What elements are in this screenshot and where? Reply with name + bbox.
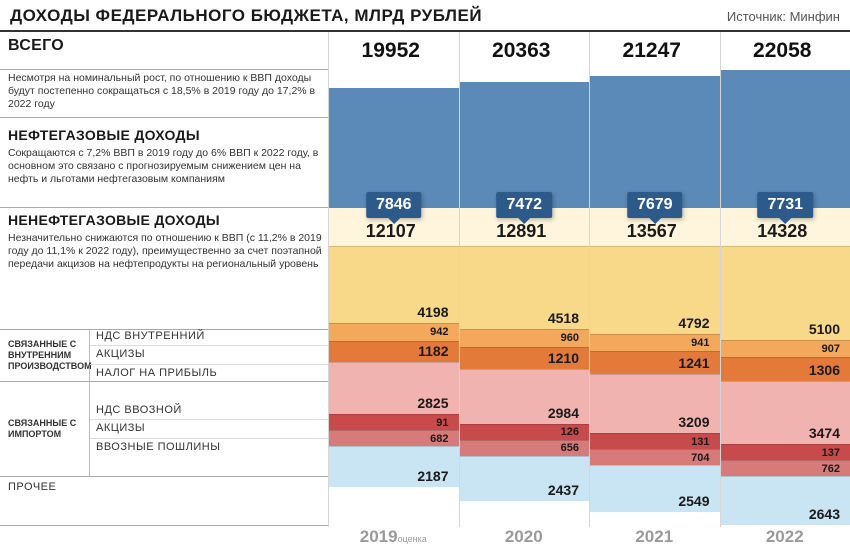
desc-nonoil-h: НЕНЕФТЕГАЗОВЫЕ ДОХОДЫ xyxy=(8,212,322,230)
chart-title: ДОХОДЫ ФЕДЕРАЛЬНОГО БЮДЖЕТА, МЛРД РУБЛЕЙ xyxy=(10,6,482,26)
nonoil-2020: 128917472 xyxy=(460,208,590,246)
total-2021: 21247 xyxy=(590,32,720,70)
year-col-2020: 20363 1289174724518960121029841266562437 xyxy=(459,32,590,527)
oilgas-band-2019 xyxy=(329,88,459,208)
oilgas-badge-2019: 7846 xyxy=(366,192,422,218)
seg-excise_import-2022: 137 xyxy=(721,444,850,460)
seg-nds_import-2020: 2984 xyxy=(460,369,590,424)
total-2019: 19952 xyxy=(329,32,459,70)
main-area: ВСЕГО Несмотря на номинальный рост, по от… xyxy=(0,32,850,527)
oilgas-band-2020 xyxy=(460,82,590,208)
legend-import: СВЯЗАННЫЕ С ИМПОРТОМНДС ВВОЗНОЙАКЦИЗЫВВО… xyxy=(0,382,328,478)
year-col-2019: 19952 121077846419894211822825916822187 xyxy=(328,32,459,527)
oilgas-band-2021 xyxy=(590,76,720,208)
legend-production-label: СВЯЗАННЫЕ С ВНУТРЕННИМ ПРОИЗВОДСТВОМ xyxy=(0,330,90,381)
seg-excise_import-2020: 126 xyxy=(460,424,590,440)
legend-import-item-0: НДС ВВОЗНОЙ xyxy=(90,402,328,421)
desc-total: ВСЕГО xyxy=(0,32,328,70)
seg-import_duties-2020: 656 xyxy=(460,440,590,456)
header: ДОХОДЫ ФЕДЕРАЛЬНОГО БЮДЖЕТА, МЛРД РУБЛЕЙ… xyxy=(0,0,850,32)
oilgas-badge-2020: 7472 xyxy=(496,192,552,218)
seg-profit_tax-2020: 1210 xyxy=(460,347,590,369)
seg-excise_import-2021: 131 xyxy=(590,433,720,449)
seg-profit_tax-2021: 1241 xyxy=(590,351,720,374)
desc-oilgas: Несмотря на номинальный рост, по отношен… xyxy=(0,70,328,208)
seg-excise_internal-2019: 942 xyxy=(329,323,459,340)
stacked-chart: 1995212107784641989421182282591682218720… xyxy=(328,32,850,527)
seg-nds_internal-2020: 4518 xyxy=(460,246,590,329)
nonoil-2019: 121077846 xyxy=(329,208,459,246)
nonoil-2022: 143287731 xyxy=(721,208,850,246)
seg-other-2021: 2549 xyxy=(590,465,720,512)
year-label-2019: 2019оценка xyxy=(328,527,459,551)
legend-production-item-2: НАЛОГ НА ПРИБЫЛЬ xyxy=(90,365,328,383)
desc-nonoil: НЕНЕФТЕГАЗОВЫЕ ДОХОДЫ Незначительно сниж… xyxy=(0,208,328,330)
legend-other: ПРОЧЕЕ xyxy=(0,477,328,526)
year-label-2021: 2021 xyxy=(589,527,720,551)
seg-import_duties-2021: 704 xyxy=(590,449,720,465)
legend-production: СВЯЗАННЫЕ С ВНУТРЕННИМ ПРОИЗВОДСТВОМНДС … xyxy=(0,330,328,382)
seg-nds_import-2022: 3474 xyxy=(721,381,850,445)
seg-excise_internal-2021: 941 xyxy=(590,334,720,351)
seg-profit_tax-2022: 1306 xyxy=(721,357,850,381)
year-axis: 2019оценка202020212022 xyxy=(328,527,850,551)
seg-import_duties-2022: 762 xyxy=(721,460,850,476)
legend-import-item-2: ВВОЗНЫЕ ПОШЛИНЫ xyxy=(90,439,328,457)
seg-excise_internal-2022: 907 xyxy=(721,340,850,357)
year-col-2021: 21247 1356776794792941124132091317042549 xyxy=(589,32,720,527)
oilgas-badge-2021: 7679 xyxy=(627,192,683,218)
seg-nds_internal-2019: 4198 xyxy=(329,246,459,323)
seg-other-2019: 2187 xyxy=(329,446,459,486)
seg-nds_import-2021: 3209 xyxy=(590,374,720,433)
year-label-2020: 2020 xyxy=(459,527,590,551)
chart-source: Источник: Минфин xyxy=(727,9,840,24)
left-panel: ВСЕГО Несмотря на номинальный рост, по от… xyxy=(0,32,328,527)
nonoil-2021: 135677679 xyxy=(590,208,720,246)
seg-nds_import-2019: 2825 xyxy=(329,362,459,414)
seg-profit_tax-2019: 1182 xyxy=(329,341,459,363)
desc-oilgas-h: НЕФТЕГАЗОВЫЕ ДОХОДЫ xyxy=(8,127,322,145)
legend-production-item-0: НДС ВНУТРЕННИЙ xyxy=(90,328,328,347)
year-label-2022: 2022 xyxy=(720,527,850,551)
oilgas-band-2022 xyxy=(721,70,850,208)
year-col-2022: 22058 1432877315100907130634741377622643 xyxy=(720,32,850,527)
seg-nds_internal-2022: 5100 xyxy=(721,246,850,340)
legend-import-item-1: АКЦИЗЫ xyxy=(90,420,328,439)
oilgas-badge-2022: 7731 xyxy=(757,192,813,218)
desc-total-h: ВСЕГО xyxy=(8,36,322,56)
seg-import_duties-2019: 682 xyxy=(329,430,459,446)
seg-excise_import-2019: 91 xyxy=(329,414,459,430)
seg-nds_internal-2021: 4792 xyxy=(590,246,720,334)
legend-import-label: СВЯЗАННЫЕ С ИМПОРТОМ xyxy=(0,382,90,477)
total-2020: 20363 xyxy=(460,32,590,70)
total-2022: 22058 xyxy=(721,32,850,70)
seg-other-2020: 2437 xyxy=(460,456,590,501)
legend-production-item-1: АКЦИЗЫ xyxy=(90,346,328,365)
seg-excise_internal-2020: 960 xyxy=(460,329,590,347)
seg-other-2022: 2643 xyxy=(721,476,850,525)
